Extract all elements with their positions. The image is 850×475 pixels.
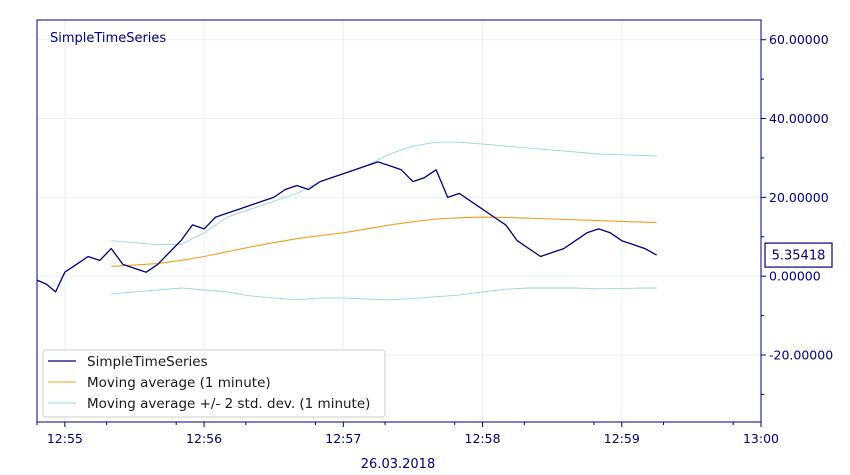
- y-tick-label: -20.00000: [769, 348, 833, 363]
- current-value-badge: 5.35418: [764, 242, 833, 268]
- y-tick-label: 0.00000: [769, 269, 821, 284]
- y-tick-label: 40.00000: [769, 111, 829, 126]
- y-tick-label: 60.00000: [769, 32, 829, 47]
- legend-label: SimpleTimeSeries: [87, 354, 208, 370]
- y-tick-label: 20.00000: [769, 190, 829, 205]
- x-tick-label: 13:00: [743, 431, 779, 446]
- x-tick-label: 12:58: [465, 431, 501, 446]
- series-line-moving-average: [111, 216, 657, 267]
- plot-frame: [36, 19, 762, 423]
- y-axis: 60.00000 40.00000 20.00000 0.00000 -20.00000: [761, 32, 833, 395]
- x-tick-label: 12:55: [47, 431, 83, 446]
- x-tick-label: 12:59: [604, 431, 640, 446]
- date-label: 26.03.2018: [361, 457, 435, 472]
- legend-box: [42, 349, 386, 418]
- series-line-std-band: [111, 287, 657, 301]
- series-line-main: [36, 161, 657, 293]
- current-value-box: [764, 242, 833, 268]
- x-axis: 12:55 12:56 12:57 12:58 12:59 13:00: [36, 422, 779, 446]
- current-value-label: 5.35418: [772, 249, 826, 264]
- legend: SimpleTimeSeries Moving average (1 minute…: [42, 349, 386, 418]
- chart-title: SimpleTimeSeries: [50, 31, 166, 46]
- legend-label: Moving average (1 minute): [87, 375, 271, 391]
- legend-label: Moving average +/- 2 std. dev. (1 minute…: [87, 396, 370, 412]
- x-tick-label: 12:57: [325, 431, 361, 446]
- series-line-std-band: [111, 141, 657, 246]
- x-tick-label: 12:56: [186, 431, 222, 446]
- series-layer: [36, 141, 657, 301]
